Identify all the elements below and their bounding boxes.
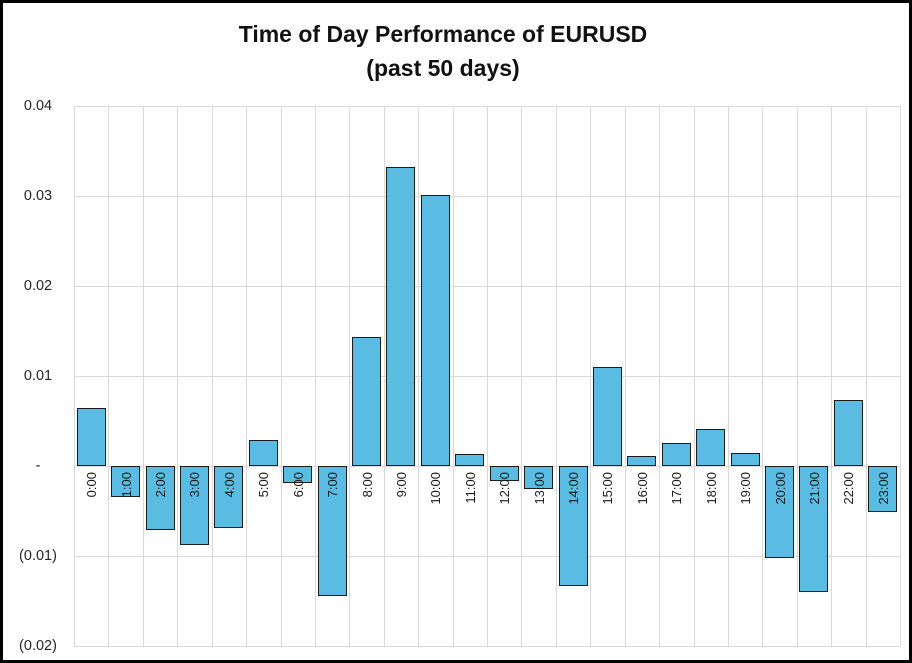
bar-16:00 — [627, 456, 657, 466]
gridline-vertical — [418, 106, 420, 646]
x-tick-label-18:00: 18:00 — [703, 472, 719, 505]
bar-14:00 — [558, 466, 588, 586]
bar-19:00 — [730, 452, 760, 466]
gridline-vertical — [383, 106, 385, 646]
bar-11:00 — [455, 454, 485, 466]
bar-18:00 — [696, 429, 726, 466]
bar-2:00 — [145, 466, 175, 530]
gridline-horizontal — [74, 646, 900, 647]
gridline-vertical — [280, 106, 282, 646]
bar-8:00 — [352, 337, 382, 466]
bar-20:00 — [765, 466, 795, 558]
bar-21:00 — [799, 466, 829, 592]
gridline-vertical — [521, 106, 523, 646]
bar-10:00 — [420, 195, 450, 466]
y-tick-label-0.03: 0.03 — [23, 188, 53, 204]
gridline-vertical — [177, 106, 179, 646]
x-tick-label-2:00: 2:00 — [153, 472, 169, 498]
x-tick-label-6:00: 6:00 — [290, 472, 306, 498]
bar-1:00 — [111, 466, 141, 497]
x-tick-label-1:00: 1:00 — [118, 472, 134, 498]
gridline-vertical — [349, 106, 351, 646]
chart-title-line1: Time of Day Performance of EURUSD — [238, 21, 648, 47]
y-tick-label-0.01: 0.01 — [23, 368, 53, 384]
bar-5:00 — [248, 439, 278, 466]
x-tick-label-17:00: 17:00 — [669, 472, 685, 505]
bar-15:00 — [592, 367, 622, 466]
bar-17:00 — [661, 442, 691, 466]
bar-4:00 — [214, 466, 244, 529]
x-tick-label-0:00: 0:00 — [84, 472, 100, 498]
x-tick-label-15:00: 15:00 — [600, 472, 616, 505]
x-tick-label-23:00: 23:00 — [875, 472, 891, 505]
gridline-vertical — [108, 106, 110, 646]
bar-22:00 — [833, 400, 863, 466]
x-tick-label-14:00: 14:00 — [566, 472, 582, 505]
gridline-vertical — [693, 106, 695, 646]
x-tick-label-13:00: 13:00 — [531, 472, 547, 505]
x-tick-label-12:00: 12:00 — [497, 472, 513, 505]
gridline-vertical — [246, 106, 248, 646]
bar-3:00 — [179, 466, 209, 546]
chart-title: Time of Day Performance of EURUSD (past … — [3, 17, 883, 85]
x-tick-label-21:00: 21:00 — [806, 472, 822, 505]
x-tick-label-10:00: 10:00 — [428, 472, 444, 505]
bar-7:00 — [317, 466, 347, 596]
x-tick-label-4:00: 4:00 — [221, 472, 237, 498]
x-tick-label-8:00: 8:00 — [359, 472, 375, 498]
x-tick-label-19:00: 19:00 — [738, 472, 754, 505]
gridline-vertical — [555, 106, 557, 646]
gridline-vertical — [831, 106, 833, 646]
gridline-vertical — [900, 106, 901, 646]
gridline-vertical — [865, 106, 867, 646]
gridline-vertical — [659, 106, 661, 646]
bar-13:00 — [524, 466, 554, 490]
x-tick-label-16:00: 16:00 — [634, 472, 650, 505]
x-tick-label-11:00: 11:00 — [462, 472, 478, 504]
gridline-vertical — [314, 106, 316, 646]
x-tick-label-3:00: 3:00 — [187, 472, 203, 498]
bar-12:00 — [489, 466, 519, 482]
bar-9:00 — [386, 167, 416, 466]
gridline-vertical — [796, 106, 798, 646]
bar-23:00 — [868, 466, 898, 512]
plot-area: 0:00 1:00 2:00 3:00 4:00 5:00 6:00 7:00 8:00 9:00… — [74, 106, 901, 647]
x-tick-label-7:00: 7:00 — [325, 472, 341, 498]
x-tick-label-5:00: 5:00 — [256, 472, 272, 498]
x-tick-label-9:00: 9:00 — [393, 472, 409, 498]
gridline-vertical — [142, 106, 144, 646]
gridline-vertical — [74, 106, 75, 646]
gridline-vertical — [727, 106, 729, 646]
x-tick-label-20:00: 20:00 — [772, 472, 788, 505]
bar-0:00 — [76, 407, 106, 466]
x-tick-label-22:00: 22:00 — [841, 472, 857, 505]
chart-title-line2: (past 50 days) — [366, 55, 520, 81]
gridline-vertical — [590, 106, 592, 646]
y-tick-label-0.02: 0.02 — [23, 278, 53, 294]
gridline-vertical — [211, 106, 213, 646]
gridline-vertical — [487, 106, 488, 646]
gridline-vertical — [762, 106, 764, 646]
y-tick-label-(0.01): (0.01) — [19, 548, 57, 564]
gridline-vertical — [452, 106, 454, 646]
y-tick-label-(0.02): (0.02) — [19, 638, 57, 654]
bar-6:00 — [283, 466, 313, 484]
y-tick-label--: - — [35, 458, 41, 474]
gridline-vertical — [624, 106, 626, 646]
y-tick-label-0.04: 0.04 — [23, 98, 53, 114]
